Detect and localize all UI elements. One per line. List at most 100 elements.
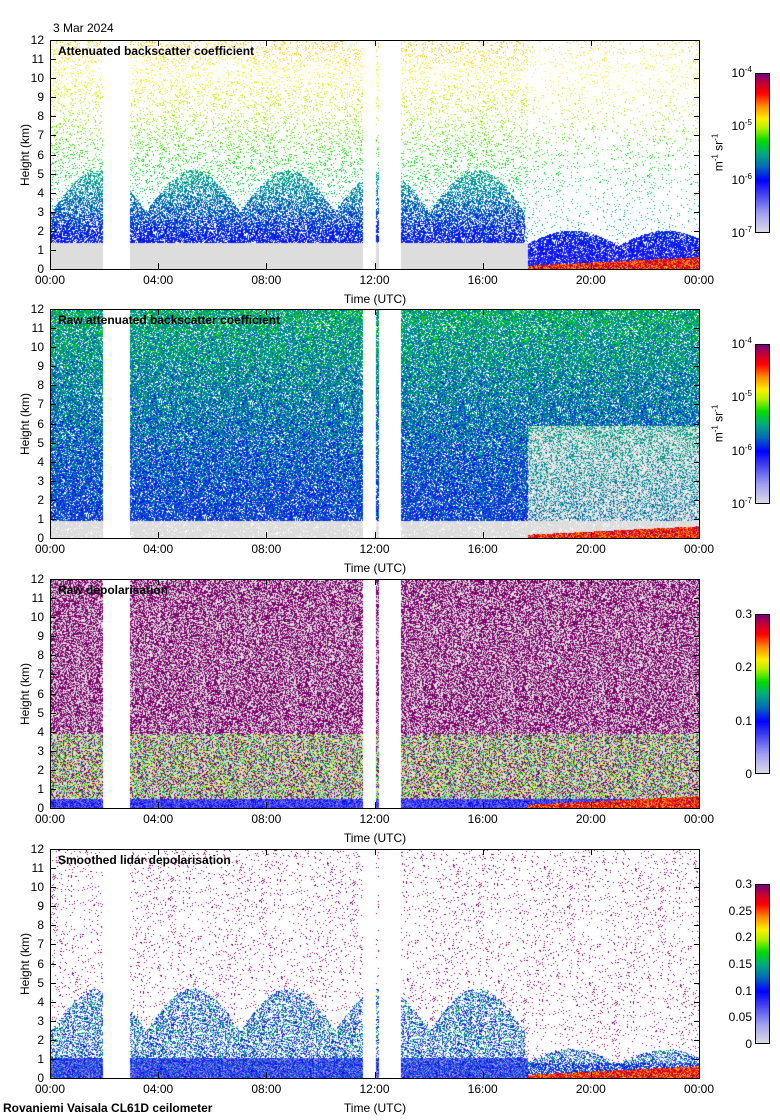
x-tick-label: 08:00 bbox=[251, 542, 282, 556]
x-tick-label: 20:00 bbox=[575, 542, 606, 556]
x-tick-label: 20:00 bbox=[575, 273, 606, 287]
heatmap-cells bbox=[51, 310, 699, 538]
colorbar-tick-exponent: -6 bbox=[744, 442, 752, 452]
y-tick-label: 0 bbox=[37, 262, 44, 276]
y-tick-label: 8 bbox=[37, 918, 44, 933]
y-tick-label: 7 bbox=[37, 937, 44, 952]
y-tick-label: 0 bbox=[37, 801, 44, 815]
unit-exponent: -1 bbox=[710, 425, 720, 433]
x-tick-mark bbox=[266, 802, 268, 808]
x-tick-label: 00:00 bbox=[34, 273, 66, 287]
heatmap-cells bbox=[51, 41, 699, 269]
x-tick-mark bbox=[50, 1072, 51, 1078]
y-tick-mark bbox=[50, 249, 56, 251]
colorbar-tick-base: 10 bbox=[731, 443, 745, 458]
heatmap-plot bbox=[50, 40, 700, 270]
y-tick-mark-right bbox=[694, 769, 700, 771]
y-tick-mark-right bbox=[694, 693, 700, 695]
y-tick-mark bbox=[50, 769, 56, 771]
y-tick-mark bbox=[50, 385, 56, 387]
y-tick-mark bbox=[50, 674, 56, 676]
x-tick-label: 12:00 bbox=[359, 812, 390, 826]
y-tick-mark-right bbox=[694, 347, 700, 349]
unit-exponent: -1 bbox=[710, 154, 720, 162]
x-tick-label: 16:00 bbox=[467, 542, 498, 556]
instrument-label: Rovaniemi Vaisala CL61D ceilometer bbox=[3, 1101, 213, 1115]
colorbar-tick-base: 0.15 bbox=[728, 957, 752, 971]
y-tick-label: 3 bbox=[37, 473, 44, 488]
y-tick-mark-right bbox=[694, 944, 700, 946]
x-tick-mark bbox=[374, 263, 376, 269]
y-tick-mark-right bbox=[694, 1039, 700, 1041]
y-tick-mark-right bbox=[694, 1078, 700, 1079]
y-tick-mark-right bbox=[694, 269, 700, 270]
x-tick-label: 04:00 bbox=[143, 812, 174, 826]
colorbar-tick-label: 0.2 bbox=[735, 661, 752, 673]
x-tick-mark-top bbox=[590, 849, 592, 855]
x-tick-mark-top bbox=[266, 849, 268, 855]
x-tick-label: 08:00 bbox=[251, 812, 282, 826]
colorbar-tick-label: 0.3 bbox=[735, 608, 752, 620]
y-tick-mark bbox=[50, 347, 56, 349]
y-tick-mark bbox=[50, 808, 56, 809]
x-tick-label: 00:00 bbox=[34, 542, 66, 556]
y-tick-label: 3 bbox=[37, 743, 44, 758]
x-tick-mark bbox=[374, 1072, 376, 1078]
y-tick-label: 10 bbox=[30, 880, 44, 895]
panel-depol: Raw depolarisation 0 1 2 3 4 5 6 7 8 9 10 11 12 00:00 0… bbox=[0, 573, 780, 849]
y-tick-mark bbox=[50, 1020, 56, 1022]
y-tick-mark-right bbox=[694, 366, 700, 368]
y-tick-mark-right bbox=[694, 154, 700, 156]
heatmap-cells bbox=[51, 580, 699, 808]
y-tick-mark-right bbox=[694, 404, 700, 406]
colorbar-tick-base: 10 bbox=[731, 226, 745, 240]
y-tick-mark bbox=[50, 887, 56, 889]
colorbar-tick-label: 10-6 bbox=[731, 442, 752, 458]
colorbar-tick-label: 10-7 bbox=[731, 226, 752, 240]
y-tick-mark bbox=[50, 636, 56, 638]
y-tick-mark bbox=[50, 230, 56, 232]
y-tick-mark bbox=[50, 192, 56, 194]
panel-smooth: Smoothed lidar depolarisation 0 1 2 3 4 5 6 7 8 9 1… bbox=[0, 843, 780, 1119]
y-tick-mark-right bbox=[694, 192, 700, 194]
colorbar-tick-base: 0.3 bbox=[735, 607, 752, 621]
unit-base: m bbox=[711, 432, 726, 443]
y-tick-mark bbox=[50, 461, 56, 463]
colorbar bbox=[755, 344, 770, 504]
y-tick-mark bbox=[50, 269, 56, 270]
y-tick-mark bbox=[50, 925, 56, 927]
x-tick-mark bbox=[590, 802, 592, 808]
y-tick-mark bbox=[50, 655, 56, 657]
x-tick-mark-top bbox=[590, 579, 592, 585]
y-tick-mark bbox=[50, 1039, 56, 1041]
y-tick-mark-right bbox=[694, 925, 700, 927]
x-tick-mark-top bbox=[158, 849, 160, 855]
x-tick-mark-top bbox=[374, 309, 376, 315]
y-tick-label: 2 bbox=[37, 492, 44, 507]
y-tick-mark-right bbox=[694, 598, 700, 600]
y-tick-mark bbox=[50, 499, 56, 501]
panel-title: Attenuated backscatter coefficient bbox=[58, 44, 255, 58]
x-tick-mark bbox=[266, 263, 268, 269]
x-tick-label: 12:00 bbox=[359, 273, 390, 287]
x-tick-label: 12:00 bbox=[359, 1082, 390, 1096]
y-tick-mark bbox=[50, 40, 56, 41]
y-tick-mark-right bbox=[694, 40, 700, 41]
x-tick-mark bbox=[50, 263, 51, 269]
unit-base: sr bbox=[711, 411, 726, 426]
x-tick-label: 20:00 bbox=[575, 812, 606, 826]
y-tick-label: 6 bbox=[37, 686, 44, 701]
y-tick-mark-right bbox=[694, 868, 700, 870]
y-tick-mark-right bbox=[694, 499, 700, 501]
y-tick-mark bbox=[50, 693, 56, 695]
y-tick-mark-right bbox=[694, 674, 700, 676]
y-tick-label: 8 bbox=[37, 648, 44, 663]
y-tick-label: 12 bbox=[30, 33, 44, 47]
y-tick-label: 4 bbox=[37, 454, 44, 469]
x-axis-label: Time (UTC) bbox=[343, 831, 407, 845]
y-tick-mark-right bbox=[694, 579, 700, 580]
x-tick-mark-top bbox=[699, 849, 700, 855]
colorbar-tick-label: 0.3 bbox=[735, 878, 752, 890]
y-tick-mark bbox=[50, 579, 56, 580]
y-tick-label: 5 bbox=[37, 166, 44, 181]
